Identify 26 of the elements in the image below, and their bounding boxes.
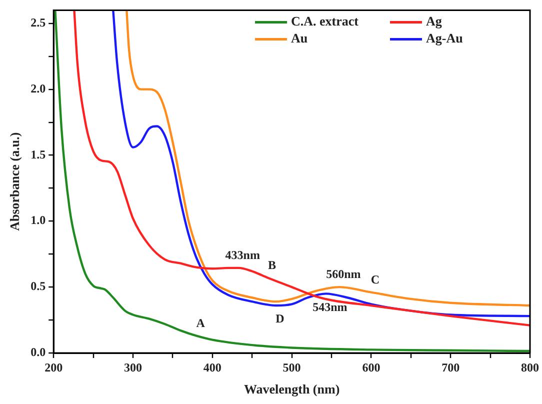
annotation: B xyxy=(268,258,276,272)
annotation: A xyxy=(196,316,206,330)
x-tick-label: 800 xyxy=(521,360,539,374)
y-tick-label: 0.5 xyxy=(30,279,46,294)
y-axis-title: Absorbance (a.u.) xyxy=(7,132,22,231)
legend-label: Ag-Au xyxy=(426,30,463,46)
y-tick-label: 0.0 xyxy=(30,345,46,360)
x-tick-label: 400 xyxy=(203,360,222,374)
annotation: 543nm xyxy=(312,300,348,314)
x-tick-label: 700 xyxy=(442,360,460,374)
x-tick-label: 200 xyxy=(44,360,63,374)
legend-label: Au xyxy=(291,30,308,46)
x-tick-label: 600 xyxy=(362,360,380,374)
y-tick-label: 2.0 xyxy=(30,81,46,96)
x-tick-label: 300 xyxy=(124,360,142,374)
annotation: D xyxy=(276,312,285,326)
legend-label: Ag xyxy=(426,14,442,29)
x-axis-title: Wavelength (nm) xyxy=(244,382,340,397)
y-tick-label: 1.0 xyxy=(30,213,46,228)
legend-label: C.A. extract xyxy=(291,14,360,29)
y-tick-label: 1.5 xyxy=(30,147,46,162)
annotation: C xyxy=(370,272,380,286)
y-tick-label: 2.5 xyxy=(30,15,46,30)
annotation: 560nm xyxy=(326,267,361,282)
x-tick-label: 500 xyxy=(282,360,301,374)
annotation: 433nm xyxy=(225,248,260,262)
